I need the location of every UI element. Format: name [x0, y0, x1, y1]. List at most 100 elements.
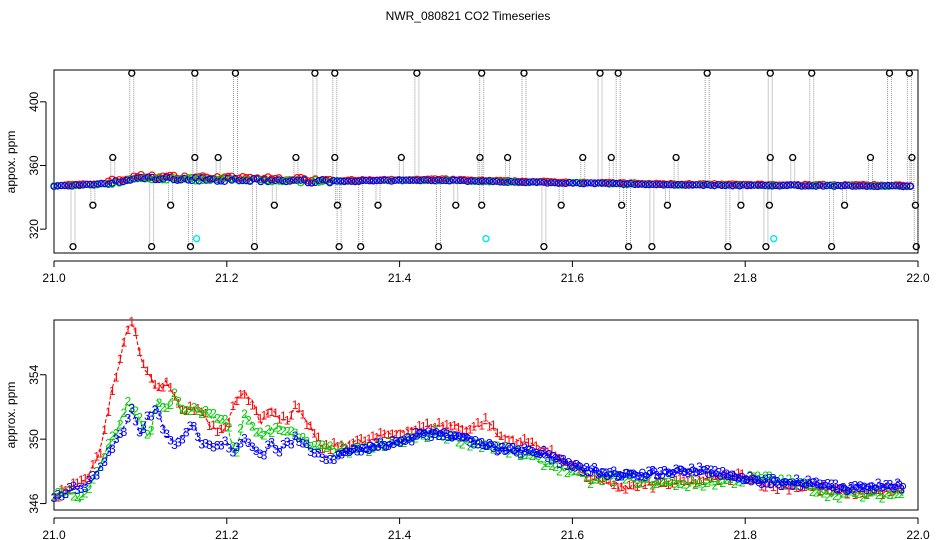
series-1-marker: 1: [218, 422, 225, 436]
series-3-point: [750, 181, 758, 189]
series-3-point: [732, 181, 740, 189]
series-3-marker: 3: [167, 434, 174, 448]
series-3-point: [297, 176, 305, 184]
series-2-marker: 2: [408, 430, 415, 444]
series-2-marker: 2: [677, 477, 684, 491]
series-1-marker: 1: [245, 394, 252, 408]
series-2-marker: 2: [97, 460, 104, 474]
series-3-point: [776, 182, 784, 190]
series-3-point: [181, 174, 189, 182]
series-3-point: [823, 182, 831, 190]
series-3-point: [366, 177, 374, 185]
series-1-marker: 1: [859, 486, 866, 500]
series-3-point: [344, 177, 352, 185]
series-3-circle-point: [569, 464, 576, 471]
series-1-marker: 1: [187, 399, 194, 413]
series-3-point: [467, 177, 475, 185]
series-1-marker: 1: [704, 469, 711, 483]
series-1-marker: 1: [642, 478, 649, 492]
series-2-marker: 2: [517, 449, 524, 463]
series-3-point: [518, 178, 526, 186]
series-3-point: [598, 179, 606, 187]
series-3-point: [805, 182, 813, 190]
series-2-marker: 2: [852, 486, 859, 500]
series-3-circle-point: [810, 478, 817, 485]
series-3-point: [834, 181, 842, 190]
series-1-marker: 1: [183, 404, 190, 418]
outlier-point: [540, 242, 548, 251]
series-2-marker: 2: [140, 418, 147, 432]
series-3-point: [794, 181, 802, 190]
series-1-marker: 1: [346, 439, 353, 453]
series-3-point: [86, 180, 94, 188]
series-3-point: [115, 178, 123, 186]
series-2-marker: 2: [537, 451, 544, 465]
series-3-point: [594, 179, 602, 187]
series-3-marker: 3: [97, 460, 104, 474]
series-3-point: [547, 179, 555, 187]
series-1-marker: 1: [101, 423, 108, 437]
series-2-marker: 2: [661, 475, 668, 489]
series-3-point: [899, 182, 907, 191]
series-3-circle-point: [413, 433, 421, 440]
series-3-marker: 3: [78, 482, 85, 496]
series-3-marker: 3: [614, 470, 621, 484]
top-x-tick-label: 21.6: [561, 271, 585, 285]
outlier-point: [270, 201, 278, 209]
series-3-point: [525, 178, 533, 186]
series-1-marker: 1: [276, 412, 283, 426]
outlier-point: [69, 242, 77, 251]
series-3-point: [554, 179, 563, 187]
series-3-marker: 3: [649, 464, 656, 478]
bottom-panel-x-axis: 21.0 21.2 21.4 21.6 21.8 22.0: [42, 517, 930, 540]
series-2-marker: 2: [879, 491, 886, 505]
series-3-point: [888, 182, 896, 190]
series-3-point: [249, 174, 258, 183]
series-3-marker: 3: [350, 442, 357, 456]
series-3-point: [543, 179, 552, 187]
series-3-point: [126, 176, 134, 184]
series-3-circle-point: [627, 469, 635, 477]
series-3-marker: 3: [568, 458, 575, 472]
series-2-marker: 2: [195, 404, 202, 418]
series-3-circle-point: [456, 432, 463, 440]
series-2-marker: 2: [871, 484, 878, 498]
bottom-x-tick-label: 21.2: [215, 528, 239, 540]
series-2-marker: 2: [747, 469, 754, 483]
series-3-point: [464, 177, 472, 186]
series-2-marker: 2: [268, 426, 275, 440]
series-3-point: [656, 180, 664, 189]
series-1-marker: 1: [428, 422, 435, 436]
bottom-panel-y-axis-label: approx. ppm: [4, 382, 18, 449]
series-3-marker: 3: [117, 427, 124, 441]
series-2-marker: 2: [560, 459, 567, 473]
series-3-point: [790, 181, 798, 189]
series-3-circle-point: [611, 470, 619, 477]
series-3-circle-point: [425, 427, 432, 434]
series-3-point: [906, 182, 914, 190]
series-1-marker: 1: [354, 433, 361, 447]
series-3-circle-point: [829, 484, 837, 492]
series-1-marker: 1: [591, 469, 598, 483]
series-3-point: [170, 176, 178, 184]
series-2-marker: 2: [681, 478, 688, 492]
series-1-point: [326, 175, 334, 184]
series-2-marker: 2: [144, 427, 151, 441]
series-1-marker: 1: [210, 418, 217, 432]
series-3-circle-point: [530, 449, 537, 457]
series-3-point: [558, 179, 566, 187]
series-3-marker: 3: [311, 446, 318, 460]
series-3-point: [565, 178, 573, 187]
series-3-marker: 3: [552, 452, 559, 466]
series-3-marker: 3: [848, 480, 855, 494]
series-1-marker: 1: [890, 482, 897, 496]
series-3-marker: 3: [230, 445, 237, 459]
series-3-point: [765, 181, 773, 189]
series-1-marker: 1: [451, 418, 458, 432]
series-3-circle-point: [436, 430, 444, 437]
bottom-panel-plot-area: 1111111111111111111111111111111111111111…: [51, 315, 907, 505]
series-3-point: [576, 179, 584, 188]
series-1-marker: 1: [801, 480, 808, 494]
series-2-marker: 2: [86, 482, 93, 496]
series-2-marker: 2: [443, 433, 450, 447]
